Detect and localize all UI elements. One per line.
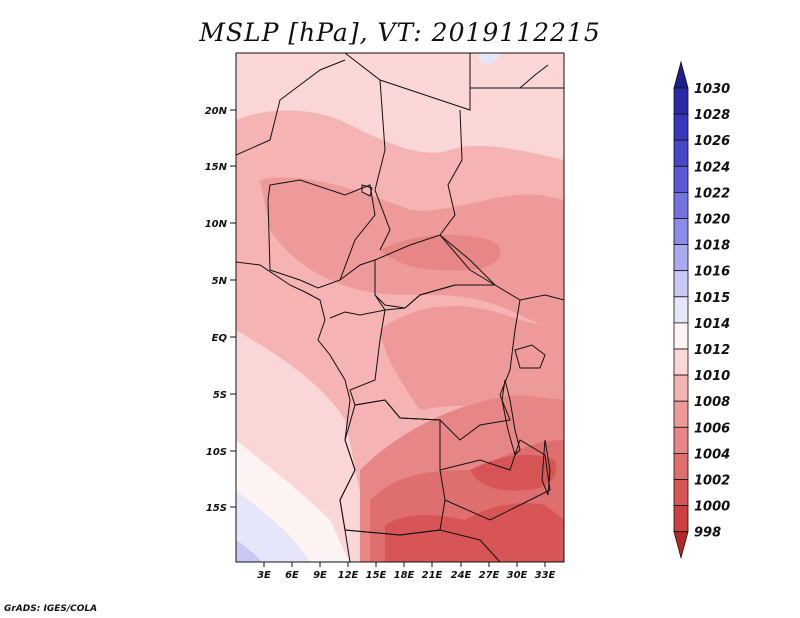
colorbar-box <box>673 452 689 480</box>
lat-tick-label: 15S <box>206 503 227 514</box>
lon-tick-label: 21E <box>422 570 443 581</box>
lon-tick-label: 9E <box>313 570 327 581</box>
field-zone-1013-north <box>236 53 564 160</box>
colorbar-bottom-arrow <box>673 531 689 560</box>
colorbar-label: 998 <box>694 526 721 541</box>
field-zone-1017 <box>236 540 262 562</box>
lake-victoria <box>514 344 546 369</box>
lon-tick-label: 30E <box>507 570 528 581</box>
colorbar-label: 1024 <box>694 160 730 175</box>
colorbar-box <box>673 374 689 402</box>
border-namibia <box>344 529 501 562</box>
colorbar-label: 1014 <box>694 317 730 332</box>
colorbar-box <box>673 322 689 350</box>
lon-tick-label: 27E <box>479 570 500 581</box>
colorbar-label: 1004 <box>694 447 730 462</box>
colorbar-box <box>673 87 689 115</box>
colorbar-box <box>673 244 689 272</box>
colorbar-label: 1020 <box>694 213 730 228</box>
lon-tick-label: 12E <box>338 570 359 581</box>
lat-tick-label: 15N <box>205 162 228 173</box>
colorbar-box <box>673 165 689 193</box>
colorbar-box <box>673 218 689 246</box>
lat-tick-label: 5N <box>212 276 228 287</box>
colorbar-label: 1000 <box>694 500 730 515</box>
colorbar-top-arrow <box>673 60 689 89</box>
colorbar-box <box>673 113 689 141</box>
border-niger-algeria <box>236 59 346 156</box>
map-title: MSLP [hPa], VT: 2019112215 <box>199 18 601 47</box>
field-zone-1003 <box>385 503 564 562</box>
colorbar-label: 1030 <box>694 82 730 97</box>
colorbar-label: 1002 <box>694 474 730 489</box>
lon-tick-label: 15E <box>366 570 387 581</box>
border-cameroon <box>329 259 386 319</box>
political-borders <box>236 53 564 562</box>
border-east-africa <box>519 294 564 301</box>
colorbar-box <box>673 191 689 219</box>
border-nigeria <box>267 179 376 289</box>
latitude-axis: 20N 15N 10N 5N EQ 5S 10S 15S <box>205 106 236 514</box>
lat-tick-label: 10N <box>205 219 228 230</box>
lon-tick-label: 18E <box>394 570 415 581</box>
border-niger-chad <box>374 79 391 251</box>
colorbar-label: 1010 <box>694 369 730 384</box>
border-chad-sudan <box>439 109 496 286</box>
colorbar-box <box>673 505 689 533</box>
colorbar-label: 1018 <box>694 239 730 254</box>
border-zambia <box>439 439 551 521</box>
colorbar-box <box>673 348 689 376</box>
field-zone-1009-congo <box>380 306 564 420</box>
colorbar-label: 1006 <box>694 421 730 436</box>
field-zone-1016 <box>236 490 310 562</box>
red-sea-coast <box>519 64 549 89</box>
lake-tanganyika <box>501 379 521 456</box>
colorbar-label: 1016 <box>694 265 730 280</box>
lon-tick-label: 24E <box>451 570 472 581</box>
colorbar-label: 1008 <box>694 395 730 410</box>
pressure-field <box>236 53 564 562</box>
colorbar-box <box>673 270 689 298</box>
border-libya-chad <box>344 53 471 111</box>
lon-tick-label: 6E <box>285 570 299 581</box>
colorbar-label: 1026 <box>694 134 730 149</box>
lake-chad <box>361 184 373 197</box>
field-zone-1007 <box>380 234 501 271</box>
colorbar: 1030 1028 1026 1024 1022 1020 1018 1016 1015 1014… <box>673 60 730 560</box>
colorbar-label: 1012 <box>694 343 730 358</box>
colorbar-label: 1028 <box>694 108 730 123</box>
colorbar-label: 1015 <box>694 291 730 306</box>
colorbar-label: 1022 <box>694 186 730 201</box>
grads-credit: GrADS: IGES/COLA <box>4 604 98 614</box>
colorbar-box <box>673 139 689 167</box>
colorbar-box <box>673 296 689 324</box>
coastline-west <box>236 261 356 562</box>
colorbar-box <box>673 426 689 454</box>
colorbar-box <box>673 479 689 507</box>
map-frame <box>235 52 565 563</box>
lat-tick-label: EQ <box>212 333 228 344</box>
lake-malawi <box>541 439 551 496</box>
lon-tick-label: 3E <box>257 570 271 581</box>
colorbar-box <box>673 400 689 428</box>
lon-tick-label: 33E <box>535 570 556 581</box>
lat-tick-label: 10S <box>206 447 227 458</box>
longitude-axis: 3E 6E 9E 12E 15E 18E 21E 24E 27E 30E 33E <box>257 562 556 581</box>
lat-tick-label: 20N <box>205 106 228 117</box>
border-drc <box>349 284 521 441</box>
field-zone-1016-north <box>478 53 500 64</box>
lat-tick-label: 5S <box>213 390 227 401</box>
